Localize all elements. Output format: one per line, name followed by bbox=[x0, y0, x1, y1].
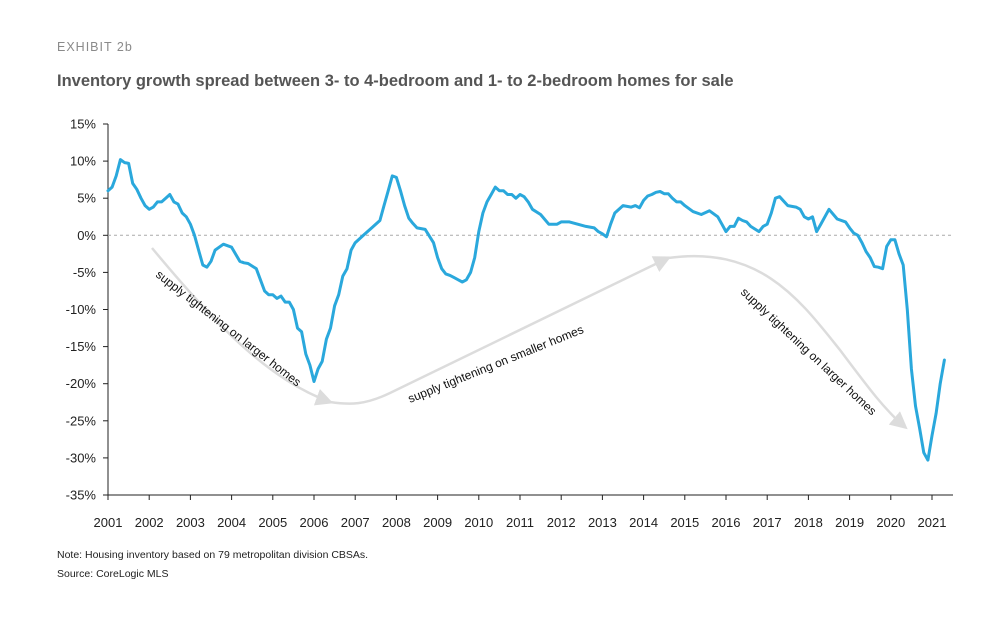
x-tick-label: 2019 bbox=[835, 515, 864, 530]
x-tick-label: 2015 bbox=[670, 515, 699, 530]
x-tick-label: 2017 bbox=[753, 515, 782, 530]
arrow-supply-larger-left bbox=[151, 247, 334, 406]
x-tick-label: 2007 bbox=[341, 515, 370, 530]
annotation-smaller-homes: supply tightening on smaller homes bbox=[406, 322, 586, 405]
x-tick-label: 2006 bbox=[300, 515, 329, 530]
arrow-supply-larger-right bbox=[667, 255, 908, 430]
x-tick-label: 2010 bbox=[464, 515, 493, 530]
chart-title: Inventory growth spread between 3- to 4-… bbox=[57, 72, 734, 90]
y-tick-label: -25% bbox=[66, 413, 97, 428]
trend-arrows bbox=[151, 247, 908, 430]
x-tick-label: 2003 bbox=[176, 515, 205, 530]
y-tick-label: -30% bbox=[66, 450, 97, 465]
x-tick-label: 2008 bbox=[382, 515, 411, 530]
y-tick-label: 10% bbox=[70, 154, 96, 169]
y-tick-label: -20% bbox=[66, 376, 97, 391]
x-tick-label: 2011 bbox=[506, 515, 534, 530]
x-tick-label: 2002 bbox=[135, 515, 164, 530]
x-tick-label: 2014 bbox=[629, 515, 658, 530]
x-tick-label: 2013 bbox=[588, 515, 617, 530]
exhibit-label: EXHIBIT 2b bbox=[57, 40, 133, 54]
y-tick-label: 15% bbox=[70, 117, 96, 132]
y-tick-label: -5% bbox=[73, 265, 97, 280]
y-tick-label: 5% bbox=[77, 191, 96, 206]
chart-note: Note: Housing inventory based on 79 metr… bbox=[57, 549, 369, 561]
x-tick-label: 2004 bbox=[217, 515, 246, 530]
x-tick-label: 2016 bbox=[712, 515, 741, 530]
y-tick-label: -35% bbox=[66, 488, 97, 503]
y-tick-label: 0% bbox=[77, 228, 96, 243]
x-tick-label: 2018 bbox=[794, 515, 823, 530]
x-tick-label: 2021 bbox=[918, 515, 947, 530]
series-line-0 bbox=[106, 158, 946, 462]
x-tick-label: 2012 bbox=[547, 515, 576, 530]
arrow-supply-smaller bbox=[329, 256, 672, 405]
x-tick-label: 2001 bbox=[94, 515, 123, 530]
y-tick-label: -15% bbox=[66, 339, 97, 354]
x-tick-label: 2005 bbox=[258, 515, 287, 530]
x-tick-label: 2020 bbox=[876, 515, 905, 530]
annotation-larger-homes-right: supply tightening on larger homes bbox=[738, 285, 879, 418]
annotation-larger-homes-left: supply tightening on larger homes bbox=[153, 267, 304, 389]
chart-source: Source: CoreLogic MLS bbox=[57, 568, 169, 580]
x-tick-label: 2009 bbox=[423, 515, 452, 530]
y-tick-label: -10% bbox=[66, 302, 97, 317]
